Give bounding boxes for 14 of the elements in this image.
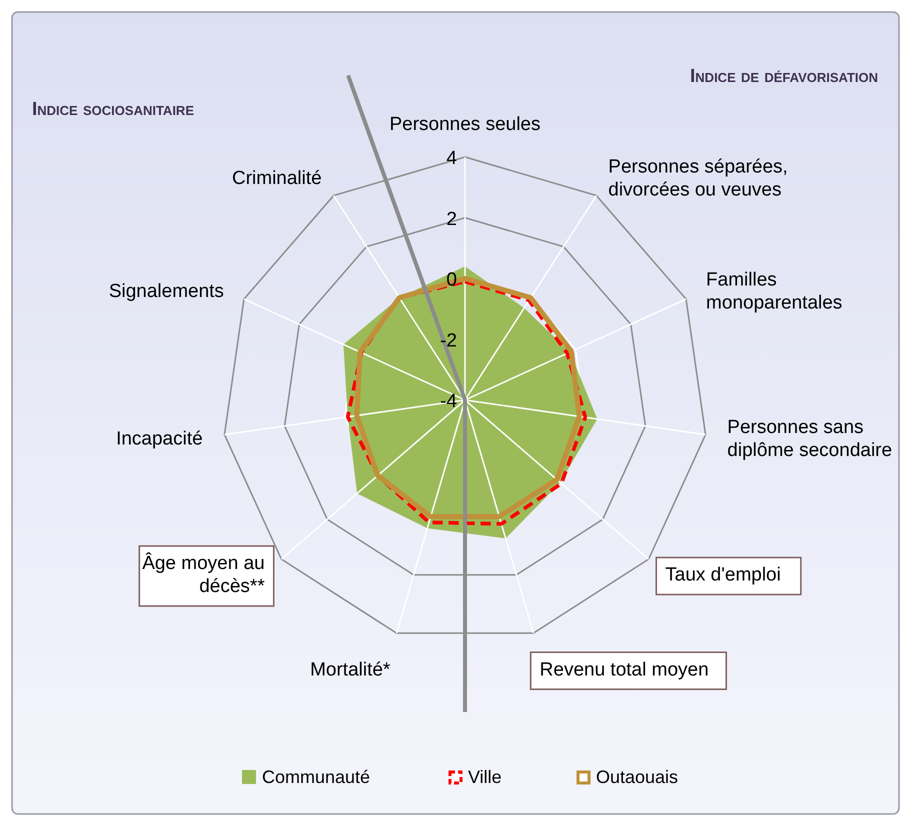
spoke-label: Criminalité (232, 168, 322, 190)
spoke-label: Familles monoparentales (706, 269, 842, 314)
spoke-label: Personnes sans diplôme secondaire (727, 417, 892, 462)
text: Indice sociosanitaire (32, 99, 194, 120)
spoke-label: Signalements (108, 280, 224, 302)
text: Indice de défavorisation (690, 66, 878, 87)
spoke-label: Âge moyen au décès** (142, 552, 266, 598)
spoke-label: Incapacité (116, 428, 203, 450)
spoke-label: Revenu total moyen (540, 659, 709, 680)
legend-label: Outaouais (596, 767, 678, 787)
legend-label: Ville (468, 767, 502, 787)
legend-label: Communauté (262, 767, 370, 787)
spoke-label: Personnes séparées, divorcées ou veuves (608, 156, 788, 201)
spoke-label: Taux d'emploi (665, 564, 781, 586)
